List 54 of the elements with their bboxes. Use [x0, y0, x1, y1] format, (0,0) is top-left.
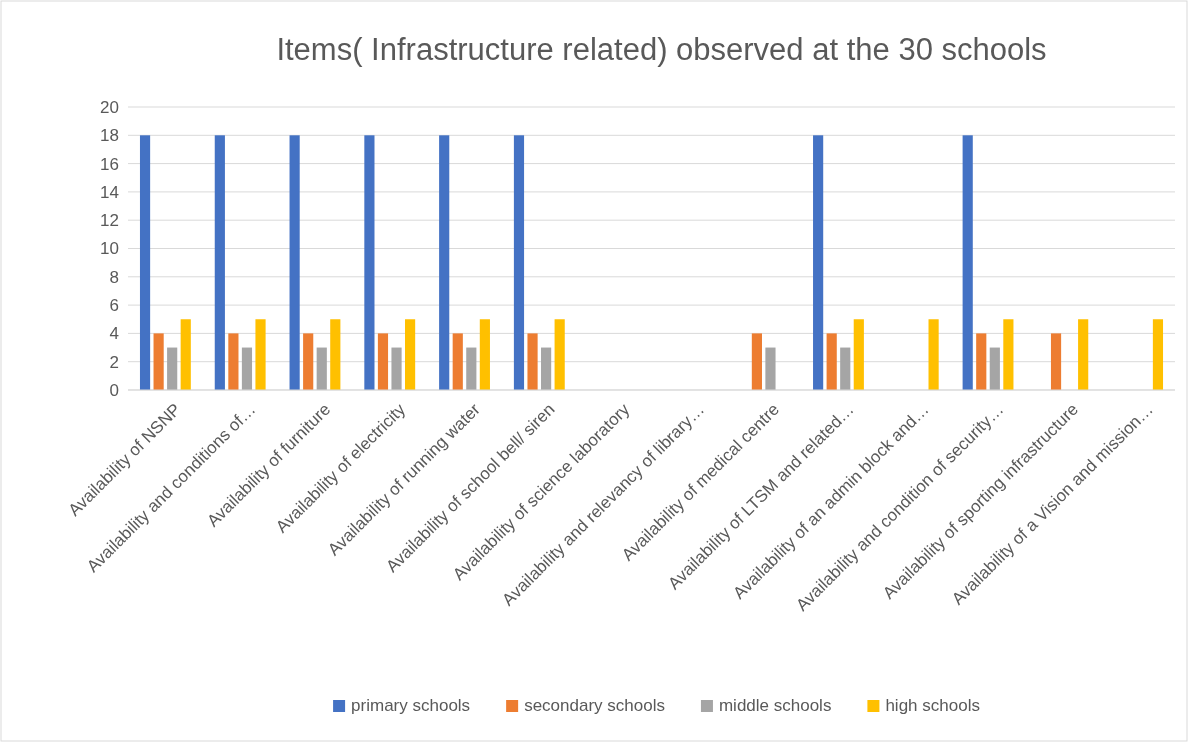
legend-label: primary schools	[351, 696, 471, 715]
bar	[479, 319, 490, 390]
bar	[1003, 319, 1014, 390]
y-tick-label: 14	[100, 182, 119, 202]
y-tick-label: 2	[109, 352, 119, 372]
bar	[405, 319, 416, 390]
y-tick-label: 16	[100, 154, 119, 174]
bar	[214, 135, 225, 390]
legend-label: middle schools	[718, 696, 832, 715]
y-tick-label: 20	[100, 97, 119, 117]
bar	[241, 347, 253, 390]
bar	[853, 319, 864, 390]
bar	[289, 135, 300, 390]
bar	[541, 347, 552, 390]
bar	[303, 333, 314, 390]
bar	[139, 135, 151, 390]
y-tick-label: 4	[109, 324, 119, 344]
bar	[527, 333, 538, 390]
bar	[1078, 319, 1089, 390]
bar	[153, 333, 164, 390]
bar	[513, 135, 525, 390]
y-tick-label: 10	[100, 239, 119, 259]
y-tick-label: 18	[100, 126, 119, 146]
y-tick-label: 0	[109, 380, 119, 400]
bar	[1152, 319, 1164, 390]
bar	[840, 347, 851, 390]
y-tick-label: 8	[109, 267, 119, 287]
legend-label: high schools	[885, 696, 980, 715]
bar	[391, 347, 402, 390]
legend-label: secondary schools	[524, 696, 665, 715]
bar	[316, 347, 327, 390]
bar	[928, 319, 939, 390]
bar	[826, 333, 837, 390]
bar	[228, 333, 239, 390]
y-tick-label: 12	[100, 211, 119, 231]
bar	[989, 347, 1000, 390]
bar	[466, 347, 477, 390]
y-tick-label: 6	[109, 296, 119, 316]
bar	[364, 135, 375, 390]
bar	[813, 135, 824, 390]
bar	[377, 333, 389, 390]
bar	[167, 347, 178, 390]
bar	[330, 319, 341, 390]
bar	[751, 333, 762, 390]
bar	[1050, 333, 1062, 390]
bar	[765, 347, 776, 390]
bar	[439, 135, 450, 390]
bar	[554, 319, 565, 390]
bar	[962, 135, 973, 390]
bar	[452, 333, 463, 390]
bar	[976, 333, 987, 390]
bar	[180, 319, 191, 390]
chart-title: Items( Infrastructure related) observed at the 30 schools	[276, 32, 1047, 67]
bar	[255, 319, 266, 390]
